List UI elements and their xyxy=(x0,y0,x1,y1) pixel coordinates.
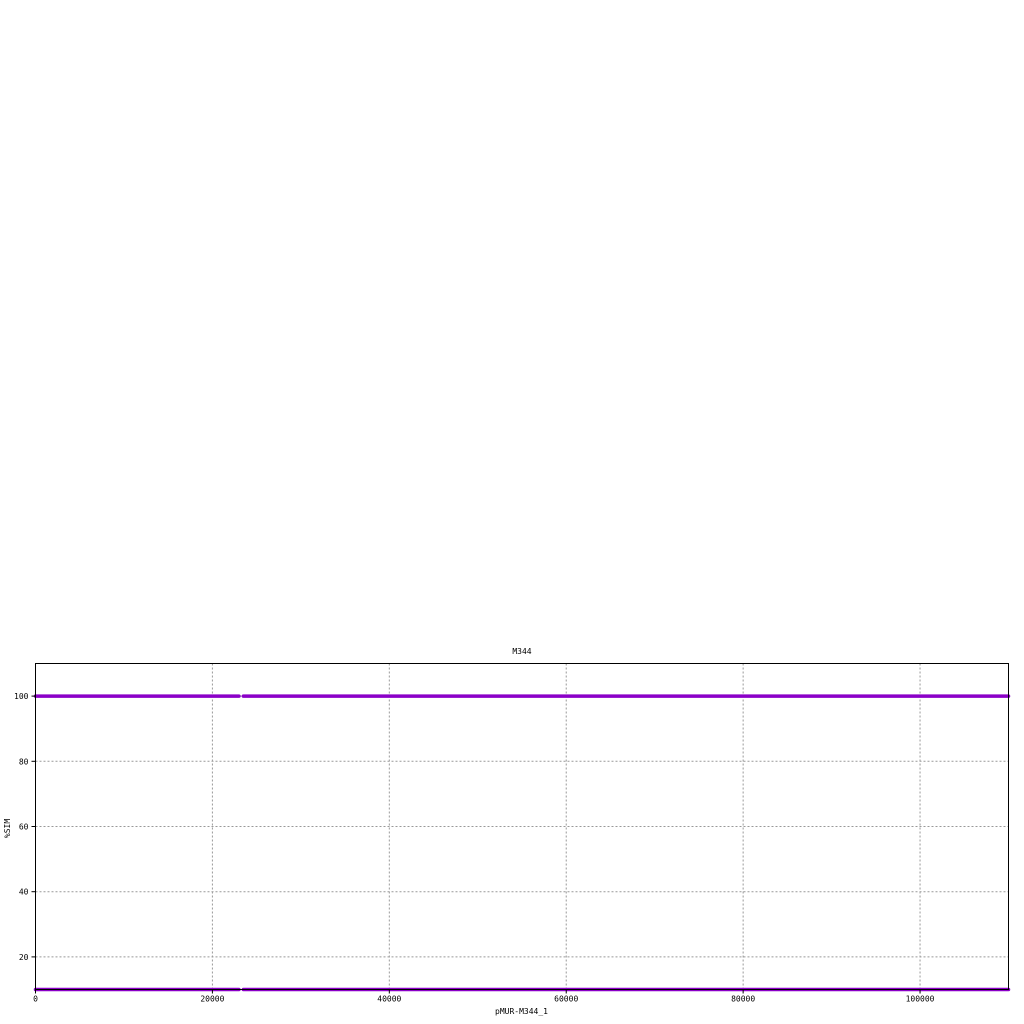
x-tick-label: 40000 xyxy=(377,995,401,1004)
x-tick-label: 80000 xyxy=(731,995,755,1004)
y-tick-label: 60 xyxy=(19,823,29,832)
x-tick-label: 20000 xyxy=(200,995,224,1004)
x-tick-label: 0 xyxy=(33,995,38,1004)
y-tick-label: 80 xyxy=(19,757,29,766)
y-tick-label: 20 xyxy=(19,953,29,962)
y-axis-label: %SIM xyxy=(3,819,12,838)
x-axis-label: pMUR-M344_1 xyxy=(495,1007,548,1016)
chart-title: M344 xyxy=(512,647,531,656)
x-tick-label: 100000 xyxy=(906,995,935,1004)
x-tick-label: 60000 xyxy=(554,995,578,1004)
y-tick-label: 100 xyxy=(14,692,29,701)
ticks: 0 20000 40000 60000 80000 100000 20 40 60 80 100 xyxy=(14,692,935,1003)
y-tick-label: 40 xyxy=(19,888,29,897)
